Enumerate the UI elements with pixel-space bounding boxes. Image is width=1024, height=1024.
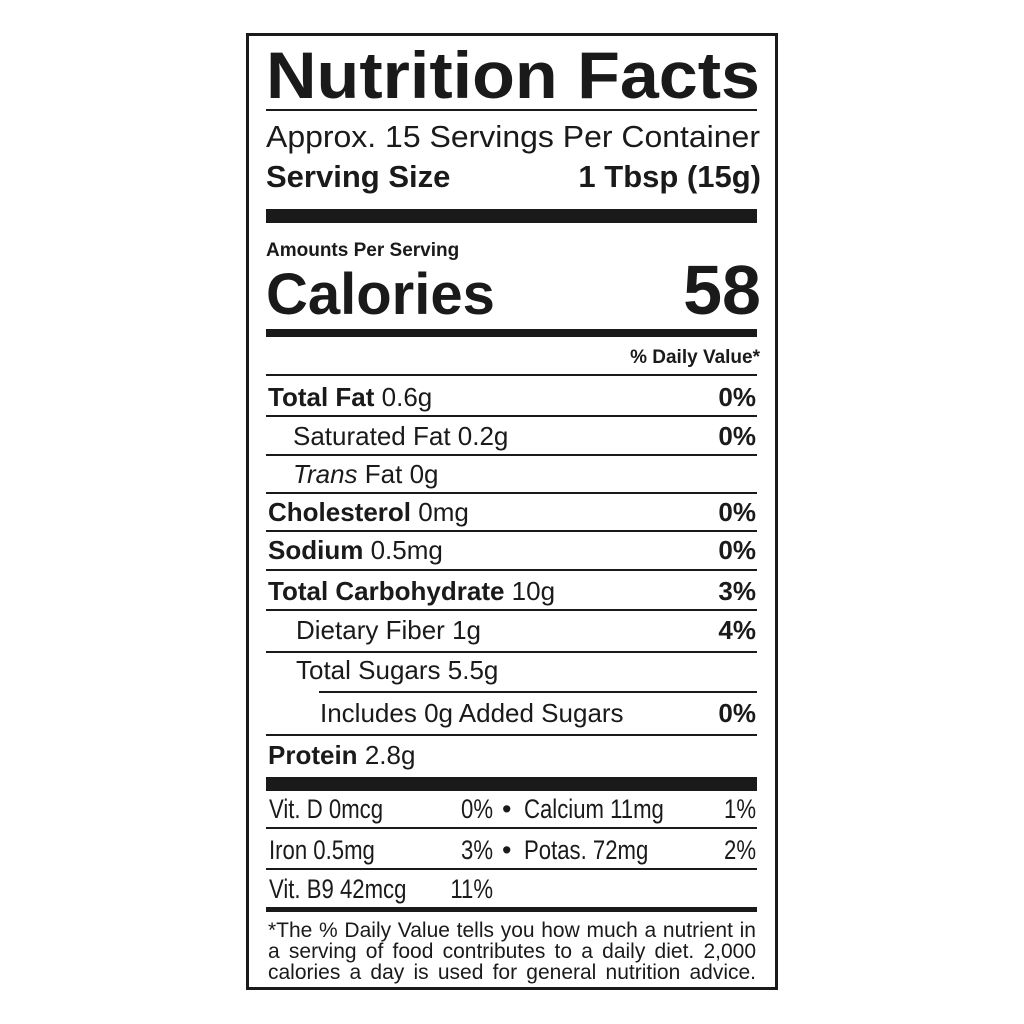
nutrient-dv: 0% <box>718 421 756 451</box>
nutrient-name: Sodium <box>268 535 364 565</box>
label-title: Nutrition Facts <box>266 40 760 110</box>
serving-size-value: 1 Tbsp (15g) <box>578 159 761 194</box>
daily-value-header: % Daily Value* <box>630 347 760 368</box>
divider <box>266 454 757 456</box>
footnote-line: a serving of food contributes to a daily… <box>268 940 756 963</box>
divider <box>266 734 757 736</box>
nutrient-row-trans-fat: Trans Fat 0g <box>0 457 1024 491</box>
nutrient-row-total-fat: Total Fat 0.6g 0% <box>0 380 1024 414</box>
medium-divider <box>266 329 757 337</box>
footnote-line: *The % Daily Value tells you how much a … <box>268 919 756 942</box>
divider <box>266 609 757 611</box>
nutrient-row-cholesterol: Cholesterol 0mg 0% <box>0 495 1024 529</box>
serving-size-label: Serving Size <box>266 159 451 194</box>
mineral-dv: 3% <box>460 835 493 865</box>
nutrient-amount: 0.2g <box>457 421 509 451</box>
mineral-name: Potas. 72mg <box>524 835 649 865</box>
nutrient-name: Includes 0g Added Sugars <box>320 698 624 728</box>
nutrient-row-total-carbohydrate: Total Carbohydrate 10g 3% <box>0 574 1024 608</box>
nutrient-dv: 0% <box>718 535 756 565</box>
bullet: • <box>502 794 512 824</box>
nutrient-row-added-sugars: Includes 0g Added Sugars 0% <box>0 696 1024 730</box>
divider <box>266 651 757 653</box>
nutrient-amount: 1g <box>452 615 481 645</box>
vitamin-row: Iron 0.5mg 3% • Potas. 72mg 2% <box>0 833 1024 867</box>
divider <box>319 691 757 693</box>
nutrient-name: Total Fat <box>268 382 375 412</box>
nutrient-dv: 3% <box>718 576 756 606</box>
servings-per-container: Approx. 15 Servings Per Container <box>266 118 760 156</box>
nutrient-dv: 4% <box>718 615 756 645</box>
nutrient-row-protein: Protein 2.8g <box>0 738 1024 772</box>
divider <box>266 868 757 870</box>
divider <box>266 569 757 571</box>
nutrient-name: Dietary Fiber <box>296 615 445 645</box>
amounts-per-serving: Amounts Per Serving <box>266 240 460 261</box>
vitamin-name: Vit. B9 42mcg <box>269 874 407 904</box>
nutrient-dv: 0% <box>718 698 756 728</box>
nutrient-amount: 0mg <box>418 497 469 527</box>
nutrient-amount: 0g <box>409 459 439 489</box>
nutrient-amount: 0.5mg <box>370 535 443 565</box>
nutrient-name: Total Sugars <box>296 655 441 685</box>
mineral-dv: 2% <box>723 835 756 865</box>
nutrient-row-dietary-fiber: Dietary Fiber 1g 4% <box>0 613 1024 647</box>
bullet: • <box>502 835 512 865</box>
vitamin-dv: 11% <box>450 874 493 904</box>
nutrient-name: Saturated Fat <box>293 421 451 451</box>
nutrition-label <box>246 33 778 990</box>
mineral-name: Iron 0.5mg <box>269 835 375 865</box>
divider <box>266 827 757 829</box>
thick-divider <box>266 777 757 791</box>
footnote-line: calories a day is used for general nutri… <box>268 961 756 984</box>
divider <box>266 374 757 376</box>
nutrient-name: Protein <box>268 740 358 770</box>
vitamin-dv: 0% <box>460 794 493 824</box>
divider <box>266 530 757 532</box>
servings-text: Approx. 15 Servings Per Container <box>266 119 760 154</box>
nutrient-amount: 5.5g <box>447 655 499 685</box>
calories-value: 58 <box>683 251 761 329</box>
divider <box>266 415 757 417</box>
vitamin-row: Vit. B9 42mcg 11% <box>0 872 1024 906</box>
nutrient-amount: 2.8g <box>364 740 416 770</box>
divider <box>266 492 757 494</box>
nutrient-name: Cholesterol <box>268 497 412 527</box>
nutrient-dv: 0% <box>718 382 756 412</box>
nutrient-dv: 0% <box>718 497 756 527</box>
nutrient-row-sodium: Sodium 0.5mg 0% <box>0 533 1024 567</box>
divider <box>266 907 757 912</box>
nutrient-amount: 10g <box>511 576 556 606</box>
vitamin-name: Vit. D 0mcg <box>269 794 384 824</box>
nutrient-row-total-sugars: Total Sugars 5.5g <box>0 653 1024 687</box>
nutrient-name-rest: Fat <box>364 459 403 489</box>
thick-divider <box>266 209 757 223</box>
nutrient-amount: 0.6g <box>381 382 433 412</box>
nutrient-name: Trans <box>293 459 358 489</box>
mineral-name: Calcium 11mg <box>524 794 664 824</box>
nutrient-name: Total Carbohydrate <box>268 576 505 606</box>
title-text: Nutrition Facts <box>266 38 760 112</box>
nutrient-row-saturated-fat: Saturated Fat 0.2g 0% <box>0 419 1024 453</box>
calories-label: Calories <box>266 262 495 327</box>
divider <box>266 109 757 111</box>
vitamin-row: Vit. D 0mcg 0% • Calcium 11mg 1% <box>0 792 1024 826</box>
mineral-dv: 1% <box>723 794 756 824</box>
